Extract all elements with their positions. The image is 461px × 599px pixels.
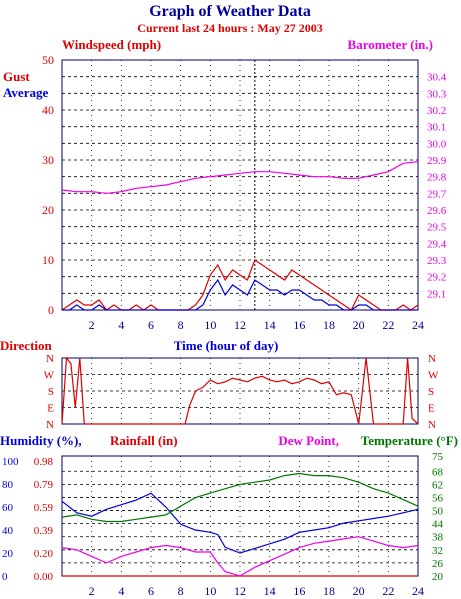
tick-label-windspeed: 20	[42, 203, 54, 217]
tick-label-barometer: 29.5	[427, 222, 447, 234]
tick-label-hour: 18	[323, 318, 335, 332]
tick-label-humidity: 20	[2, 548, 14, 560]
tick-label-hour: 24	[412, 584, 424, 598]
tick-label-hour: 14	[264, 318, 276, 332]
tick-label-hour: 20	[353, 584, 365, 598]
tick-label-barometer: 30.4	[427, 72, 447, 84]
tick-label-hour: 12	[234, 318, 246, 332]
tick-label-hour: 6	[148, 318, 154, 332]
average-label: Average	[3, 85, 48, 100]
tick-label-hour: 8	[178, 318, 184, 332]
tick-label-temperature: 38	[432, 532, 444, 544]
plot-frame	[61, 59, 419, 311]
tick-label-direction-right: W	[428, 370, 439, 382]
tick-label-windspeed: 0	[48, 303, 54, 317]
tick-label-rainfall: 0.98	[34, 456, 54, 468]
tick-label-windspeed: 10	[42, 253, 54, 267]
temperature-axis-label: Temperature (°F)	[361, 433, 458, 448]
tick-label-direction-right: N	[428, 353, 436, 365]
tick-label-hour: 10	[204, 318, 216, 332]
tick-label-direction: W	[44, 370, 55, 382]
series-temperature-line	[61, 472, 419, 523]
tick-label-temperature: 50	[432, 506, 444, 518]
tick-label-temperature: 56	[432, 492, 444, 504]
tick-label-hour: 18	[323, 584, 335, 598]
tick-label-rainfall: 0.20	[34, 548, 54, 560]
humidity-axis-label: Humidity (%),	[0, 433, 82, 448]
tick-label-direction-right: S	[428, 386, 434, 398]
tick-label-humidity: 60	[2, 502, 14, 514]
tick-label-barometer: 29.1	[427, 288, 446, 300]
time-axis-label: Time (hour of day)	[174, 338, 279, 353]
tick-label-direction: E	[47, 403, 54, 415]
tick-label-direction: S	[48, 386, 54, 398]
tick-label-hour: 6	[148, 584, 154, 598]
tick-label-humidity: 0	[2, 571, 8, 583]
dewpoint-axis-label: Dew Point,	[278, 433, 339, 448]
chart-marks: 0102030405029.129.229.329.429.529.629.72…	[2, 53, 447, 598]
chart-title: Graph of Weather Data	[149, 3, 311, 20]
tick-label-barometer: 29.4	[427, 238, 447, 250]
tick-label-temperature: 32	[432, 545, 443, 557]
tick-label-barometer: 30.3	[427, 88, 447, 100]
gust-label: Gust	[3, 69, 30, 84]
series-direction-line	[61, 356, 419, 425]
tick-label-barometer: 30.2	[427, 105, 446, 117]
tick-label-rainfall: 0.39	[34, 525, 54, 537]
tick-label-barometer: 29.6	[427, 205, 447, 217]
tick-label-hour: 8	[178, 584, 184, 598]
tick-label-hour: 2	[89, 318, 95, 332]
series-dew-point-line	[61, 536, 419, 577]
tick-label-hour: 14	[264, 584, 276, 598]
tick-label-hour: 22	[382, 584, 394, 598]
tick-label-hour: 2	[89, 584, 95, 598]
tick-label-barometer: 29.2	[427, 272, 446, 284]
windspeed-axis-label: Windspeed (mph)	[62, 37, 161, 52]
tick-label-windspeed: 40	[42, 103, 54, 117]
tick-label-direction: N	[46, 353, 54, 365]
tick-label-temperature: 26	[432, 558, 444, 570]
tick-label-temperature: 75	[432, 451, 444, 463]
tick-label-humidity: 40	[2, 525, 14, 537]
tick-label-hour: 20	[353, 318, 365, 332]
rainfall-axis-label: Rainfall (in)	[110, 433, 178, 448]
tick-label-temperature: 68	[432, 466, 444, 478]
tick-label-temperature: 62	[432, 479, 443, 491]
tick-label-barometer: 29.3	[427, 255, 447, 267]
tick-label-direction-right: N	[428, 419, 436, 431]
tick-label-hour: 4	[118, 584, 124, 598]
tick-label-hour: 4	[118, 318, 124, 332]
tick-label-humidity: 80	[2, 479, 14, 491]
tick-label-barometer: 30.1	[427, 122, 446, 134]
direction-axis-label: Direction	[0, 338, 53, 353]
tick-label-rainfall: 0.59	[34, 502, 54, 514]
tick-label-hour: 16	[293, 318, 305, 332]
series-average-line	[62, 278, 418, 311]
chart-subtitle: Current last 24 hours : May 27 2003	[137, 21, 322, 35]
tick-label-windspeed: 50	[42, 53, 54, 67]
tick-label-hour: 22	[382, 318, 394, 332]
tick-label-barometer: 29.9	[427, 155, 447, 167]
tick-label-direction: N	[46, 419, 54, 431]
tick-label-humidity: 100	[2, 456, 19, 468]
tick-label-direction-right: E	[428, 403, 435, 415]
tick-label-hour: 24	[412, 318, 424, 332]
series-barometer-line	[61, 161, 419, 194]
tick-label-temperature: 44	[432, 519, 444, 531]
tick-label-barometer: 29.8	[427, 172, 447, 184]
tick-label-hour: 10	[204, 584, 216, 598]
tick-label-temperature: 20	[432, 571, 444, 583]
tick-label-rainfall: 0.79	[34, 479, 54, 491]
barometer-axis-label: Barometer (in.)	[348, 37, 433, 52]
plot-frame	[61, 357, 419, 425]
tick-label-rainfall: 0.00	[34, 571, 54, 583]
tick-label-barometer: 30.0	[427, 138, 447, 150]
tick-label-windspeed: 30	[42, 153, 54, 167]
tick-label-hour: 12	[234, 584, 246, 598]
tick-label-barometer: 29.7	[427, 188, 447, 200]
tick-label-hour: 16	[293, 584, 305, 598]
series-humidity-line	[61, 492, 419, 554]
